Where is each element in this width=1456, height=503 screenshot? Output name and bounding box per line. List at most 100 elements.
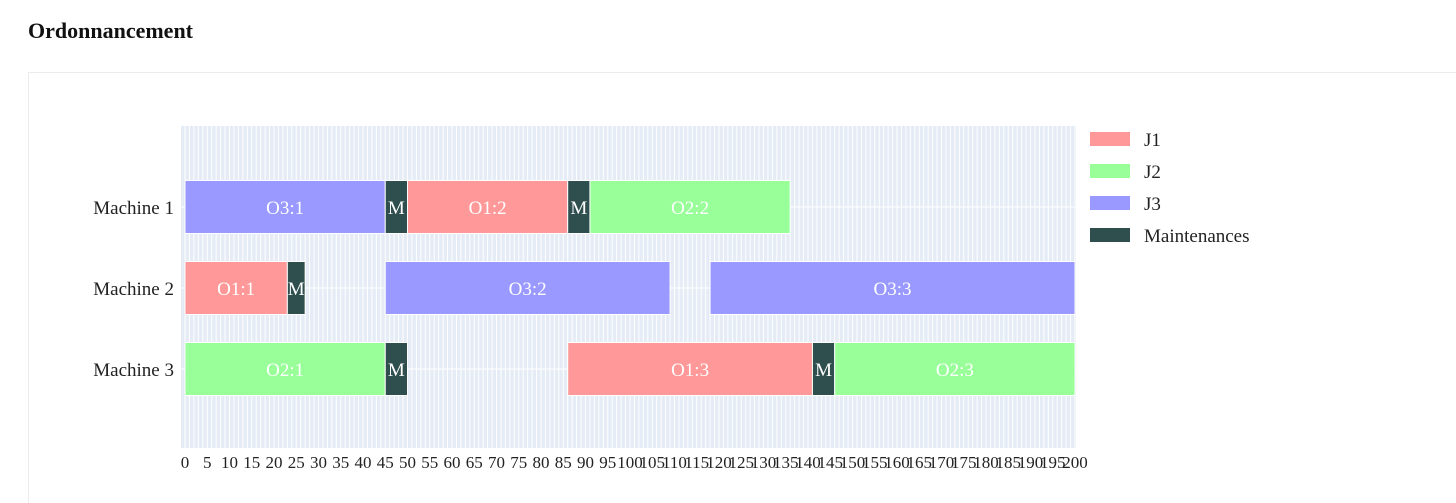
x-tick-label: 195 bbox=[1040, 453, 1066, 472]
x-tick-label: 130 bbox=[751, 453, 777, 472]
x-axis-ticks: 0 5 10 15 20 25 30 35 40 45 50 55 60 65 70 75 80 85 90 95 10… bbox=[181, 453, 1088, 472]
x-tick-label: 40 bbox=[355, 453, 372, 472]
y-axis-label: Machine 3 bbox=[93, 360, 174, 381]
task-bar-label: O2:1 bbox=[266, 360, 304, 381]
y-axis-label: Machine 2 bbox=[93, 279, 174, 300]
x-tick-label: 5 bbox=[203, 453, 212, 472]
x-tick-label: 190 bbox=[1018, 453, 1044, 472]
x-tick-label: 45 bbox=[377, 453, 394, 472]
x-tick-label: 90 bbox=[577, 453, 594, 472]
task-bar-label: O3:2 bbox=[509, 279, 547, 300]
legend-label: J2 bbox=[1144, 162, 1161, 183]
task-bar-label: O3:1 bbox=[266, 198, 304, 219]
x-tick-label: 160 bbox=[884, 453, 910, 472]
x-tick-label: 85 bbox=[555, 453, 572, 472]
gantt-chart: O3:1 M O1:2 M O2:2 O1:1 M O3:2 O3:3 O2:1 M O1:3 M O2:… bbox=[93, 126, 1250, 472]
task-bar-rect bbox=[184, 261, 288, 315]
x-tick-label: 105 bbox=[640, 453, 666, 472]
x-tick-label: 65 bbox=[466, 453, 483, 472]
legend-label: Maintenances bbox=[1144, 226, 1250, 247]
x-tick-label: 60 bbox=[444, 453, 461, 472]
x-tick-label: 55 bbox=[421, 453, 438, 472]
task-bar[interactable]: O1:1 bbox=[184, 261, 288, 315]
task-bar[interactable]: O3:2 bbox=[384, 261, 671, 315]
x-tick-label: 165 bbox=[907, 453, 933, 472]
legend-item[interactable]: J1 bbox=[1090, 130, 1161, 151]
task-bar-label: O3:3 bbox=[874, 279, 912, 300]
task-bar[interactable]: O3:1 bbox=[184, 180, 386, 234]
x-tick-label: 100 bbox=[617, 453, 643, 472]
x-tick-label: 50 bbox=[399, 453, 416, 472]
x-tick-label: 35 bbox=[332, 453, 349, 472]
legend-swatch bbox=[1090, 164, 1130, 178]
task-bar-label: M bbox=[815, 360, 832, 381]
task-bar-rect bbox=[567, 342, 813, 396]
task-bar-rect bbox=[384, 342, 408, 396]
task-bar-rect bbox=[384, 261, 671, 315]
legend-item[interactable]: J3 bbox=[1090, 194, 1161, 215]
x-tick-label: 140 bbox=[795, 453, 821, 472]
task-bar[interactable]: M bbox=[811, 342, 836, 396]
x-tick-label: 75 bbox=[510, 453, 527, 472]
x-tick-label: 200 bbox=[1062, 453, 1088, 472]
x-tick-label: 180 bbox=[973, 453, 999, 472]
x-tick-label: 120 bbox=[706, 453, 732, 472]
task-bar-rect bbox=[407, 180, 569, 234]
x-tick-label: 175 bbox=[951, 453, 977, 472]
x-tick-label: 70 bbox=[488, 453, 505, 472]
legend-label: J1 bbox=[1144, 130, 1161, 151]
x-tick-label: 125 bbox=[729, 453, 755, 472]
legend-swatch bbox=[1090, 132, 1130, 146]
task-bar[interactable]: M bbox=[286, 261, 306, 315]
x-tick-label: 0 bbox=[181, 453, 190, 472]
x-tick-label: 150 bbox=[840, 453, 866, 472]
task-bars: O3:1 M O1:2 M O2:2 O1:1 M O3:2 O3:3 O2:1 M O1:3 M O2:… bbox=[184, 180, 1076, 396]
task-bar-label: O1:1 bbox=[217, 279, 255, 300]
task-bar[interactable]: O2:1 bbox=[184, 342, 386, 396]
x-tick-label: 110 bbox=[662, 453, 687, 472]
x-tick-label: 20 bbox=[266, 453, 283, 472]
legend-label: J3 bbox=[1144, 194, 1161, 215]
legend-item[interactable]: J2 bbox=[1090, 162, 1161, 183]
task-bar-rect bbox=[184, 180, 386, 234]
x-tick-label: 115 bbox=[684, 453, 709, 472]
task-bar-rect bbox=[709, 261, 1076, 315]
task-bar[interactable]: O2:2 bbox=[589, 180, 791, 234]
x-tick-label: 30 bbox=[310, 453, 327, 472]
task-bar[interactable]: M bbox=[384, 342, 408, 396]
x-tick-label: 135 bbox=[773, 453, 799, 472]
task-bar-label: M bbox=[388, 198, 405, 219]
x-tick-label: 25 bbox=[288, 453, 305, 472]
task-bar-rect bbox=[589, 180, 791, 234]
task-bar-label: O2:3 bbox=[936, 360, 974, 381]
y-axis-labels: Machine 1 Machine 2 Machine 3 bbox=[93, 198, 174, 381]
task-bar-label: M bbox=[388, 360, 405, 381]
legend-swatch bbox=[1090, 228, 1130, 242]
task-bar[interactable]: O1:2 bbox=[407, 180, 569, 234]
task-bar-rect bbox=[834, 342, 1076, 396]
x-tick-label: 155 bbox=[862, 453, 888, 472]
task-bar-label: O1:2 bbox=[469, 198, 507, 219]
x-tick-label: 80 bbox=[533, 453, 550, 472]
x-tick-label: 145 bbox=[818, 453, 844, 472]
task-bar-label: O1:3 bbox=[671, 360, 709, 381]
task-bar-label: M bbox=[288, 279, 305, 300]
task-bar[interactable]: O3:3 bbox=[709, 261, 1076, 315]
x-tick-label: 10 bbox=[221, 453, 238, 472]
legend-swatch bbox=[1090, 196, 1130, 210]
x-tick-label: 185 bbox=[996, 453, 1022, 472]
task-bar[interactable]: M bbox=[384, 180, 408, 234]
y-axis-label: Machine 1 bbox=[93, 198, 174, 219]
page-title: Ordonnancement bbox=[28, 18, 193, 43]
task-bar-label: M bbox=[570, 198, 587, 219]
x-tick-label: 170 bbox=[929, 453, 955, 472]
x-tick-label: 15 bbox=[243, 453, 260, 472]
task-bar[interactable]: O1:3 bbox=[567, 342, 813, 396]
task-bar[interactable]: M bbox=[567, 180, 591, 234]
task-bar[interactable]: O2:3 bbox=[834, 342, 1076, 396]
task-bar-label: O2:2 bbox=[671, 198, 709, 219]
task-bar-rect bbox=[286, 261, 306, 315]
legend[interactable]: J1 J2 J3 Maintenances bbox=[1090, 130, 1250, 247]
x-tick-label: 95 bbox=[599, 453, 616, 472]
legend-item[interactable]: Maintenances bbox=[1090, 226, 1250, 247]
